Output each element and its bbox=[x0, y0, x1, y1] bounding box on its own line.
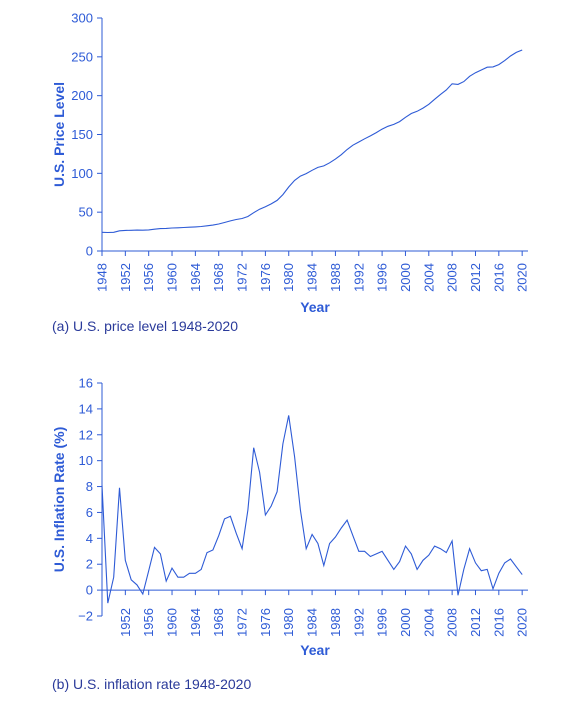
x-tick-label: 1976 bbox=[258, 608, 273, 637]
y-axis-title: U.S. Price Level bbox=[51, 82, 67, 187]
x-tick-label: 1996 bbox=[375, 263, 390, 292]
y-tick-label: 250 bbox=[71, 49, 93, 64]
y-tick-label: 0 bbox=[86, 244, 93, 259]
x-tick-label: 1992 bbox=[351, 608, 366, 637]
x-tick-label: 1980 bbox=[281, 263, 296, 292]
x-tick-label: 2004 bbox=[421, 608, 436, 637]
x-tick-label: 2020 bbox=[515, 263, 530, 292]
x-tick-label: 1980 bbox=[281, 608, 296, 637]
y-tick-label: 0 bbox=[86, 583, 93, 598]
x-tick-label: 1964 bbox=[188, 263, 203, 292]
x-tick-label: 1996 bbox=[375, 608, 390, 637]
x-tick-label: 1964 bbox=[188, 608, 203, 637]
y-tick-label: 4 bbox=[86, 531, 93, 546]
x-tick-label: 1952 bbox=[118, 608, 133, 637]
y-tick-label: 300 bbox=[71, 11, 93, 26]
x-tick-label: 1956 bbox=[141, 263, 156, 292]
x-tick-label: 1984 bbox=[305, 263, 320, 292]
x-tick-label: 2000 bbox=[398, 263, 413, 292]
x-tick-label: 2008 bbox=[445, 263, 460, 292]
inflation-rate-chart: −2 0 2 4 6 8 10 12 14 16 1952 1956 1960 1964 1968 1972 1… bbox=[51, 376, 530, 659]
x-tick-label: 1988 bbox=[328, 608, 343, 637]
x-tick-label: 2000 bbox=[398, 608, 413, 637]
x-tick-label: 1952 bbox=[118, 263, 133, 292]
x-tick-label: 1972 bbox=[235, 263, 250, 292]
x-tick-label: 1988 bbox=[328, 263, 343, 292]
x-tick-label: 1956 bbox=[141, 608, 156, 637]
price-level-chart: 0 50 100 150 200 250 300 1948 1952 1956 1960 1964 19… bbox=[51, 11, 530, 316]
y-tick-label: 100 bbox=[71, 166, 93, 181]
y-tick-label: 16 bbox=[79, 376, 93, 391]
y-tick-label: −2 bbox=[78, 609, 93, 624]
x-tick-label: 2016 bbox=[491, 608, 506, 637]
y-tick-label: 12 bbox=[79, 427, 93, 442]
y-tick-label: 8 bbox=[86, 479, 93, 494]
y-tick-label: 2 bbox=[86, 557, 93, 572]
data-line bbox=[101, 415, 523, 604]
x-tick-label: 1968 bbox=[211, 263, 226, 292]
x-tick-label: 2016 bbox=[491, 263, 506, 292]
x-tick-label: 1992 bbox=[351, 263, 366, 292]
y-tick-label: 6 bbox=[86, 505, 93, 520]
y-tick-label: 200 bbox=[71, 88, 93, 103]
x-tick-label: 1960 bbox=[165, 263, 180, 292]
caption-inflation-rate: (b) U.S. inflation rate 1948-2020 bbox=[52, 676, 252, 692]
x-tick-label: 2020 bbox=[515, 608, 530, 637]
x-tick-label: 2012 bbox=[468, 263, 483, 292]
x-tick-label: 1960 bbox=[165, 608, 180, 637]
x-tick-label: 1984 bbox=[305, 608, 320, 637]
x-tick-label: 1976 bbox=[258, 263, 273, 292]
x-tick-label: 2008 bbox=[445, 608, 460, 637]
caption-price-level: (a) U.S. price level 1948-2020 bbox=[52, 318, 238, 334]
y-tick-label: 10 bbox=[79, 453, 93, 468]
y-tick-label: 150 bbox=[71, 127, 93, 142]
y-axis-title: U.S. Inflation Rate (%) bbox=[51, 427, 67, 572]
data-line bbox=[101, 49, 523, 234]
x-tick-label: 2004 bbox=[421, 263, 436, 292]
x-tick-label: 1972 bbox=[235, 608, 250, 637]
x-axis-title: Year bbox=[300, 642, 330, 658]
x-tick-label: 1968 bbox=[211, 608, 226, 637]
x-tick-label: 2012 bbox=[468, 608, 483, 637]
x-axis-title: Year bbox=[300, 299, 330, 315]
x-tick-label: 1948 bbox=[95, 263, 110, 292]
y-tick-label: 50 bbox=[79, 205, 93, 220]
y-tick-label: 14 bbox=[79, 401, 93, 416]
